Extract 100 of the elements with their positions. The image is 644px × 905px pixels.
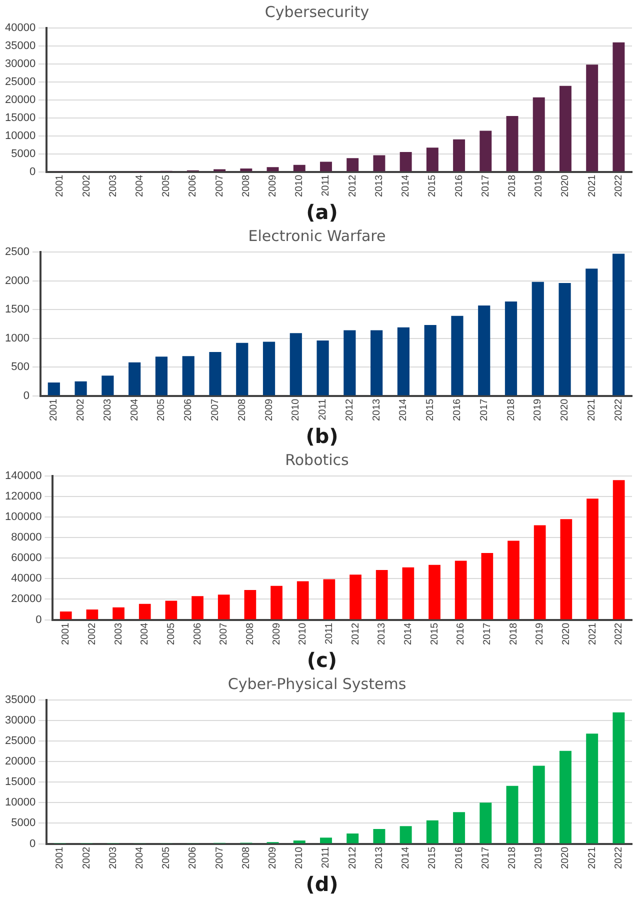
bar bbox=[451, 316, 464, 396]
bar bbox=[165, 600, 178, 620]
x-tick-label: 2004 bbox=[140, 622, 151, 646]
x-tick-label: 2018 bbox=[507, 846, 518, 870]
x-tick-label: 2004 bbox=[129, 398, 140, 422]
bar bbox=[480, 130, 492, 172]
bar bbox=[532, 97, 545, 172]
bar bbox=[506, 786, 518, 844]
x-tick-label: 2019 bbox=[534, 622, 546, 646]
bar bbox=[586, 498, 598, 620]
x-tick-label: 2015 bbox=[427, 174, 438, 198]
bar bbox=[532, 766, 545, 844]
x-tick-label: 2003 bbox=[113, 622, 124, 646]
x-tick-label: 2014 bbox=[400, 174, 412, 198]
x-tick-label: 2012 bbox=[344, 398, 356, 422]
x-tick-label: 2009 bbox=[271, 622, 282, 646]
x-tick-label: 2006 bbox=[183, 398, 194, 422]
y-tick-label: 25000 bbox=[4, 735, 36, 748]
bar bbox=[48, 382, 60, 396]
x-tick-label: 2011 bbox=[320, 174, 332, 196]
x-tick-label: 2019 bbox=[532, 398, 544, 422]
bar bbox=[293, 164, 306, 172]
x-tick-label: 2017 bbox=[480, 846, 492, 870]
x-tick-label: 2020 bbox=[560, 622, 572, 646]
bar bbox=[559, 86, 572, 172]
y-tick-label: 0 bbox=[23, 390, 30, 402]
bar bbox=[138, 604, 151, 620]
bar bbox=[424, 325, 436, 396]
y-tick-label: 0 bbox=[36, 614, 42, 626]
y-tick-label: 1500 bbox=[4, 304, 30, 316]
bar bbox=[480, 802, 492, 844]
y-tick-label: 120000 bbox=[4, 490, 42, 503]
x-tick-label: 2015 bbox=[427, 846, 438, 870]
x-tick-label: 2002 bbox=[86, 622, 98, 646]
bar bbox=[323, 579, 336, 620]
bar bbox=[182, 356, 194, 396]
bar bbox=[508, 540, 520, 620]
x-tick-label: 2003 bbox=[108, 846, 119, 870]
x-tick-label: 2016 bbox=[454, 846, 465, 870]
y-tick-label: 0 bbox=[29, 166, 36, 178]
bar bbox=[346, 833, 359, 844]
x-tick-label: 2014 bbox=[398, 398, 410, 422]
bar bbox=[428, 564, 440, 620]
bar bbox=[86, 609, 98, 620]
bar bbox=[218, 594, 230, 620]
y-tick-label: 500 bbox=[11, 361, 30, 374]
x-tick-label: 2006 bbox=[188, 174, 199, 198]
x-tick-label: 2012 bbox=[350, 622, 362, 646]
bar bbox=[244, 590, 256, 620]
bar bbox=[112, 607, 124, 620]
x-tick-label: 2002 bbox=[76, 398, 87, 422]
y-tick-label: 35000 bbox=[4, 40, 36, 52]
x-tick-label: 2005 bbox=[161, 174, 172, 198]
x-tick-label: 2007 bbox=[214, 846, 226, 870]
x-tick-label: 2018 bbox=[507, 174, 518, 198]
x-tick-label: 2016 bbox=[454, 174, 465, 198]
bar bbox=[612, 712, 625, 844]
y-tick-label: 10000 bbox=[4, 796, 36, 809]
x-tick-label: 2009 bbox=[264, 398, 275, 422]
bar bbox=[320, 838, 332, 844]
bar bbox=[478, 305, 490, 396]
x-tick-label: 2008 bbox=[244, 622, 256, 646]
x-tick-label: 2001 bbox=[54, 174, 66, 198]
x-tick-label: 2005 bbox=[161, 846, 172, 870]
y-tick-label: 40000 bbox=[11, 572, 42, 585]
y-tick-label: 25000 bbox=[4, 76, 36, 88]
bar bbox=[262, 342, 276, 396]
bar bbox=[534, 525, 546, 620]
bar bbox=[586, 64, 598, 172]
x-tick-label: 2011 bbox=[320, 846, 332, 868]
x-tick-label: 2021 bbox=[587, 622, 598, 646]
bar bbox=[426, 148, 438, 172]
x-tick-label: 2012 bbox=[347, 846, 358, 870]
y-tick-label: 5000 bbox=[11, 148, 36, 160]
bar bbox=[402, 567, 414, 620]
x-tick-label: 2003 bbox=[108, 174, 119, 198]
bar bbox=[296, 581, 309, 620]
bar bbox=[426, 820, 438, 844]
bar bbox=[560, 519, 572, 620]
bar bbox=[559, 750, 572, 844]
x-tick-label: 2006 bbox=[192, 622, 204, 646]
x-tick-label: 2017 bbox=[480, 174, 492, 198]
text: (b) bbox=[304, 424, 340, 448]
y-tick-label: 2000 bbox=[4, 274, 30, 287]
x-tick-label: 2003 bbox=[102, 398, 114, 422]
bar bbox=[74, 381, 87, 396]
y-tick-label: 15000 bbox=[4, 112, 36, 124]
x-tick-label: 2017 bbox=[478, 398, 490, 422]
chart-title: Robotics bbox=[285, 450, 350, 469]
x-tick-label: 2007 bbox=[218, 622, 230, 646]
x-tick-label: 2001 bbox=[54, 846, 66, 870]
y-tick-label: 5000 bbox=[11, 817, 36, 830]
bar bbox=[612, 254, 625, 396]
bar bbox=[506, 116, 518, 172]
bar bbox=[240, 168, 252, 172]
bar bbox=[209, 352, 222, 396]
bar bbox=[344, 330, 356, 396]
bar bbox=[192, 596, 204, 620]
y-tick-label: 60000 bbox=[11, 552, 42, 564]
bar bbox=[60, 612, 72, 620]
